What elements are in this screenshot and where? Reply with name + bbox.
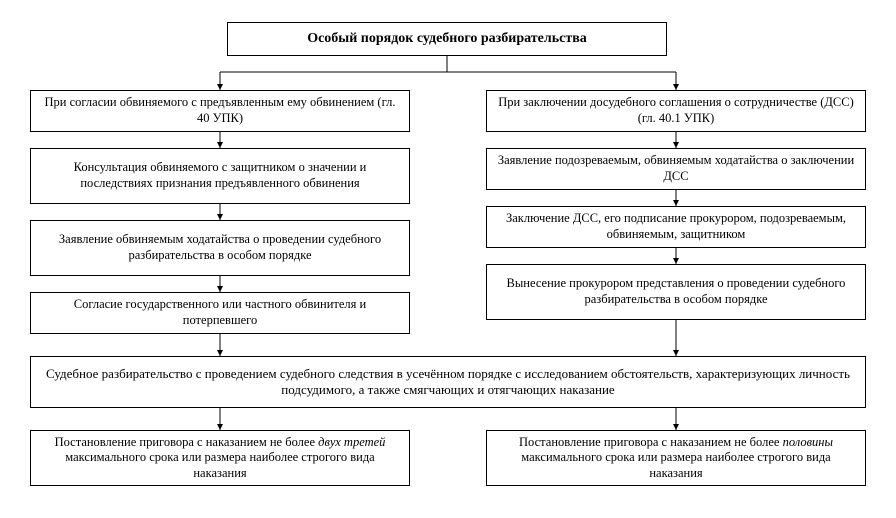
final-left: Постановление приговора с наказанием не …	[30, 430, 410, 486]
final-left-em: двух третей	[318, 435, 385, 449]
title-text: Особый порядок судебного разбирательства	[307, 30, 587, 48]
left-step-1-text: При согласии обвиняемого с предъявленным…	[39, 95, 401, 126]
right-step-4-text: Вынесение прокурором представления о про…	[495, 276, 857, 307]
flow-title: Особый порядок судебного разбирательства	[227, 22, 667, 56]
left-step-2-text: Консультация обвиняемого с защитником о …	[39, 160, 401, 191]
right-step-2: Заявление подозреваемым, обвиняемым хода…	[486, 148, 866, 190]
left-step-3-text: Заявление обвиняемым ходатайства о прове…	[39, 232, 401, 263]
merged-step-text: Судебное разбирательство с проведением с…	[39, 366, 857, 399]
final-right: Постановление приговора с наказанием не …	[486, 430, 866, 486]
right-step-4: Вынесение прокурором представления о про…	[486, 264, 866, 320]
left-step-2: Консультация обвиняемого с защитником о …	[30, 148, 410, 204]
right-step-3-text: Заключение ДСС, его подписание прокуроро…	[495, 211, 857, 242]
final-left-text: Постановление приговора с наказанием не …	[39, 435, 401, 482]
left-step-4-text: Согласие государственного или частного о…	[39, 297, 401, 328]
right-step-2-text: Заявление подозреваемым, обвиняемым хода…	[495, 153, 857, 184]
final-right-text: Постановление приговора с наказанием не …	[495, 435, 857, 482]
left-step-4: Согласие государственного или частного о…	[30, 292, 410, 334]
left-step-3: Заявление обвиняемым ходатайства о прове…	[30, 220, 410, 276]
right-step-3: Заключение ДСС, его подписание прокуроро…	[486, 206, 866, 248]
final-left-pre: Постановление приговора с наказанием не …	[55, 435, 319, 449]
right-step-1-text: При заключении досудебного соглашения о …	[495, 95, 857, 126]
merged-step: Судебное разбирательство с проведением с…	[30, 356, 866, 408]
final-right-post: максимального срока или размера наиболее…	[521, 450, 830, 480]
left-step-1: При согласии обвиняемого с предъявленным…	[30, 90, 410, 132]
right-step-1: При заключении досудебного соглашения о …	[486, 90, 866, 132]
final-left-post: максимального срока или размера наиболее…	[65, 450, 374, 480]
final-right-em: половины	[783, 435, 833, 449]
final-right-pre: Постановление приговора с наказанием не …	[519, 435, 783, 449]
